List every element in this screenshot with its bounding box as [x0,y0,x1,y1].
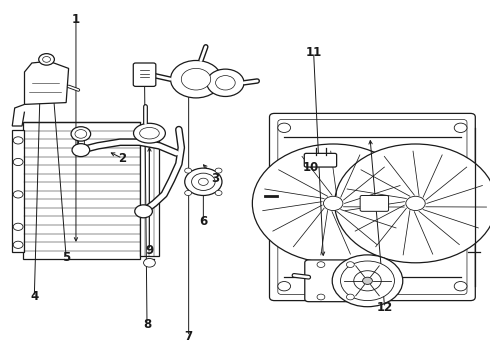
Text: 5: 5 [62,251,70,264]
Circle shape [72,144,90,157]
Circle shape [144,258,155,267]
Circle shape [332,255,403,307]
Circle shape [406,196,425,211]
Circle shape [252,144,414,263]
Circle shape [181,68,211,90]
FancyBboxPatch shape [133,63,156,86]
Circle shape [13,158,23,166]
Circle shape [192,173,215,190]
Text: 6: 6 [199,215,207,228]
Text: 3: 3 [212,172,220,185]
FancyBboxPatch shape [270,113,475,301]
Circle shape [13,137,23,144]
Circle shape [216,76,235,90]
Circle shape [198,178,208,185]
FancyBboxPatch shape [278,120,467,294]
FancyBboxPatch shape [360,195,389,211]
Circle shape [13,241,23,248]
Polygon shape [24,61,69,104]
Text: 11: 11 [305,46,322,59]
Circle shape [171,60,221,98]
Circle shape [75,130,87,138]
FancyBboxPatch shape [305,260,359,302]
Bar [23,122,140,259]
Circle shape [185,190,192,195]
Text: 4: 4 [30,291,38,303]
Circle shape [71,127,91,141]
Circle shape [317,294,325,300]
Circle shape [207,69,244,96]
Text: 1: 1 [72,13,80,26]
Circle shape [215,168,222,173]
Circle shape [185,168,192,173]
Text: 12: 12 [376,301,393,314]
Circle shape [185,168,222,195]
Circle shape [278,123,291,132]
Text: 10: 10 [303,161,319,174]
Text: 9: 9 [146,244,153,257]
Circle shape [135,205,152,218]
Circle shape [13,223,23,230]
FancyBboxPatch shape [304,153,337,167]
Bar [12,130,24,252]
Circle shape [39,54,54,65]
Circle shape [346,262,354,267]
Circle shape [335,144,490,263]
Circle shape [454,123,467,132]
Circle shape [323,196,343,211]
Text: 8: 8 [143,318,151,330]
Circle shape [215,190,222,195]
Circle shape [341,261,394,301]
Text: 2: 2 [119,152,126,165]
Ellipse shape [133,123,166,143]
Circle shape [346,294,354,300]
Circle shape [43,57,50,62]
Circle shape [363,277,372,284]
Ellipse shape [140,127,159,139]
Text: 7: 7 [185,330,193,343]
Circle shape [13,191,23,198]
Bar [140,126,159,256]
Circle shape [278,282,291,291]
Circle shape [317,262,325,267]
Circle shape [454,282,467,291]
Circle shape [354,271,381,291]
